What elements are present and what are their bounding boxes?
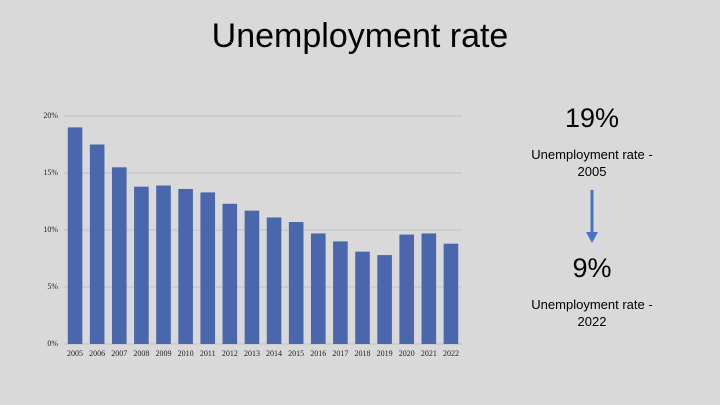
y-tick-label: 20% [43,111,58,120]
x-tick-label: 2015 [288,349,304,358]
bar [134,186,149,344]
arrow-head [586,232,598,243]
x-tick-label: 2016 [310,349,326,358]
bar [178,188,193,344]
y-tick-label: 0% [47,339,58,348]
callout-label: Unemployment rate - 2022 [531,297,653,329]
x-tick-label: 2007 [111,349,127,358]
bar [288,222,304,344]
x-tick-label: 2019 [377,349,393,358]
x-tick-label: 2009 [156,349,172,358]
bar [266,217,282,344]
x-tick-label: 2006 [89,349,105,358]
x-tick-label: 2018 [355,349,371,358]
callout-value: 9% [572,253,612,283]
x-tick-label: 2005 [67,349,83,358]
chart-title: Unemployment rate [212,17,509,55]
bar [421,233,437,344]
callout-value: 19% [564,103,620,133]
bar [200,192,216,344]
bar [111,167,127,344]
bar [355,251,370,344]
bar [443,243,459,344]
y-tick-label: 5% [47,282,58,291]
bar [333,241,348,344]
bar [377,255,392,344]
x-tick-label: 2021 [421,349,437,358]
x-tick-label: 2013 [244,349,260,358]
y-tick-label: 10% [43,225,58,234]
bar [222,203,238,344]
x-tick-label: 2011 [200,349,216,358]
x-tick-label: 2014 [266,349,282,358]
x-tick-label: 2010 [178,349,194,358]
bar [310,233,326,344]
bar [67,127,83,345]
x-tick-label: 2020 [399,349,415,358]
bar [89,144,105,344]
x-tick-label: 2008 [133,349,149,358]
x-tick-label: 2022 [443,349,459,358]
callout-label: Unemployment rate - 2005 [531,147,653,179]
bar [156,185,171,344]
y-tick-label: 15% [43,168,58,177]
x-tick-label: 2017 [332,349,348,358]
bar [399,234,415,344]
x-tick-label: 2012 [222,349,238,358]
bar [244,210,260,344]
